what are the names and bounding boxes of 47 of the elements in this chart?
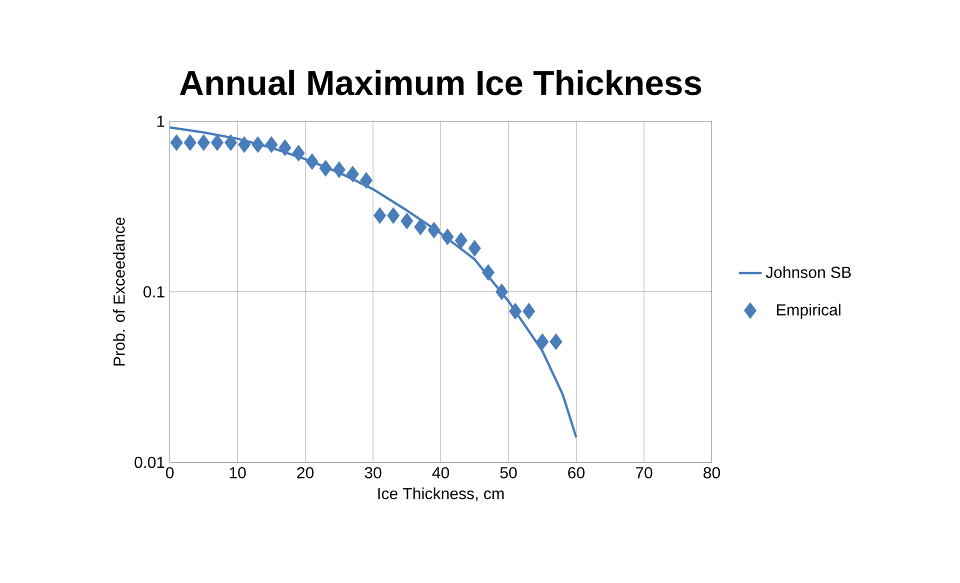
point (441, 228, 454, 246)
x-tick-label: 30 (364, 467, 382, 479)
point (210, 134, 224, 152)
x-tick-label: 0 (166, 467, 174, 479)
point (319, 160, 332, 177)
point (522, 303, 536, 320)
y-tick-label: 0.01 (134, 456, 164, 468)
point (332, 162, 346, 178)
x-tick-label: 10 (230, 467, 246, 479)
y-tick-label: 0.1 (143, 286, 164, 298)
x-tick-label: 80 (704, 467, 720, 479)
legend-label: Empirical (777, 304, 840, 319)
point (468, 240, 481, 257)
point (509, 303, 522, 320)
point (400, 213, 414, 230)
x-tick-label: 40 (432, 467, 450, 479)
x-axis-title: Ice Thickness, cm (378, 488, 504, 502)
point (428, 222, 440, 239)
point (536, 334, 549, 350)
point (387, 208, 400, 224)
chart-title: Annual Maximum Ice Thickness (180, 70, 702, 96)
x-tick-label: 50 (500, 467, 517, 479)
point (170, 134, 183, 152)
point (197, 134, 210, 152)
point (278, 140, 292, 156)
y-axis-title: Prob. of Exceedance (113, 218, 125, 366)
point (374, 208, 386, 224)
point (252, 136, 264, 154)
point (495, 284, 508, 300)
x-tick-label: 20 (297, 467, 314, 479)
point (306, 154, 318, 170)
point (360, 172, 373, 189)
point (482, 264, 494, 281)
point (414, 218, 427, 236)
x-tick-label: 70 (636, 467, 652, 479)
x-tick-label: 60 (568, 467, 585, 479)
point (346, 166, 359, 183)
point (550, 334, 562, 350)
point (184, 134, 196, 152)
point (238, 136, 251, 154)
point (454, 232, 468, 249)
legend-label: Johnson SB (766, 266, 851, 278)
point (224, 134, 238, 152)
y-tick-label: 1 (157, 116, 164, 128)
point (292, 145, 305, 162)
line-series (170, 126, 578, 439)
point (265, 136, 278, 154)
